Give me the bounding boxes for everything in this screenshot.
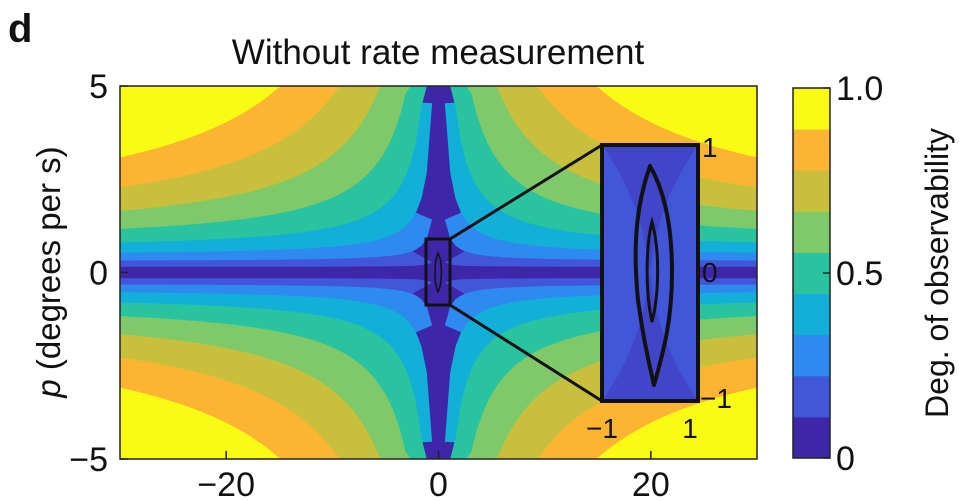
contour-band: [444, 86, 757, 158]
inset-shading: [602, 145, 698, 401]
inset-frame: [600, 143, 700, 403]
zoom-connector-bottom: [449, 303, 603, 403]
y-tick-label: 0: [89, 255, 108, 293]
colorbar-tick-label: 1.0: [836, 70, 883, 108]
inset-outer-contour: [633, 164, 674, 387]
colorbar-band: [793, 334, 830, 377]
colorbar-band: [793, 88, 830, 130]
y-axis-label-variable: p: [30, 379, 67, 398]
y-axis-label: p (degrees per s): [30, 146, 67, 398]
colorbar: 1.0 0.5 0 Deg. of observability: [792, 70, 955, 478]
x-tick-label: 0: [429, 466, 448, 501]
zoom-box: [424, 237, 452, 307]
y-tick-label: 5: [89, 68, 108, 106]
y-axis: 5 0 −5: [69, 68, 128, 479]
contour-band: [120, 387, 433, 459]
inset-x-tick-right: 1: [682, 413, 698, 444]
colorbar-band: [793, 170, 830, 212]
zoom-box-curve: [434, 251, 443, 294]
inset-y-tick-top: 1: [702, 132, 718, 163]
y-axis-label-units: (degrees per s): [30, 146, 67, 379]
inset-y-tick-mid: 0: [702, 257, 718, 288]
colorbar-band: [793, 211, 830, 253]
panel-label: d: [8, 7, 32, 51]
colorbar-band: [793, 375, 830, 418]
inset-panel: 1 0 −1 −1 1: [586, 132, 732, 444]
inset-inner-contour: [645, 216, 660, 323]
colorbar-tick-label: 0: [836, 440, 855, 478]
chart-title: Without rate measurement: [232, 33, 645, 72]
colorbar-band: [793, 293, 830, 336]
x-tick-label: 20: [632, 466, 670, 501]
inset-x-tick-left: −1: [586, 413, 618, 444]
contour-band: [120, 86, 433, 158]
colorbar-band: [793, 416, 830, 459]
y-tick-label: −5: [69, 441, 108, 479]
colorbar-label: Deg. of observability: [919, 128, 955, 418]
colorbar-bands: [793, 88, 830, 459]
colorbar-band: [793, 129, 830, 171]
zoom-connector-top: [449, 143, 603, 241]
x-axis: −20 0 20: [197, 451, 670, 501]
inset-y-tick-bottom: −1: [700, 383, 732, 414]
colorbar-tick-label: 0.5: [836, 255, 883, 293]
contour-band: [444, 387, 757, 459]
colorbar-ticks: 1.0 0.5 0: [823, 70, 883, 478]
x-tick-label: −20: [197, 466, 255, 501]
